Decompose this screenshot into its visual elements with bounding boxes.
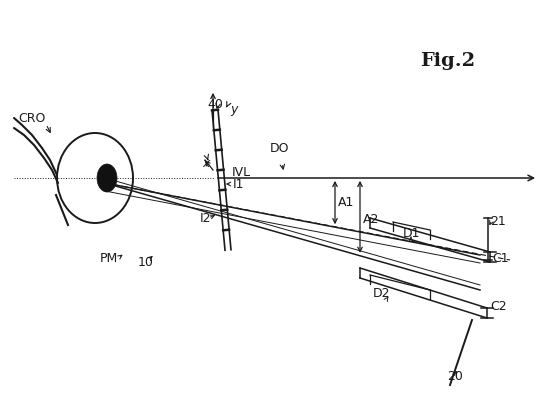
Text: 10: 10 bbox=[138, 255, 154, 268]
Text: IVL: IVL bbox=[232, 165, 251, 178]
Text: y: y bbox=[230, 103, 237, 116]
Text: C2: C2 bbox=[490, 300, 506, 313]
Ellipse shape bbox=[97, 164, 117, 192]
Text: 21: 21 bbox=[490, 215, 506, 228]
Text: x: x bbox=[202, 157, 209, 170]
Text: D2: D2 bbox=[373, 287, 391, 300]
Text: Fig.2: Fig.2 bbox=[420, 52, 475, 70]
Text: 20: 20 bbox=[447, 370, 463, 383]
Text: C1: C1 bbox=[492, 251, 509, 264]
Text: D1: D1 bbox=[402, 227, 420, 240]
Text: A1: A1 bbox=[338, 196, 354, 209]
Text: I1: I1 bbox=[233, 178, 245, 191]
Text: 40: 40 bbox=[207, 98, 223, 111]
Text: A2: A2 bbox=[363, 214, 380, 227]
Text: I2: I2 bbox=[200, 212, 212, 225]
Text: DO: DO bbox=[270, 142, 289, 155]
Text: CRO: CRO bbox=[18, 112, 45, 125]
Text: PM: PM bbox=[100, 251, 118, 264]
